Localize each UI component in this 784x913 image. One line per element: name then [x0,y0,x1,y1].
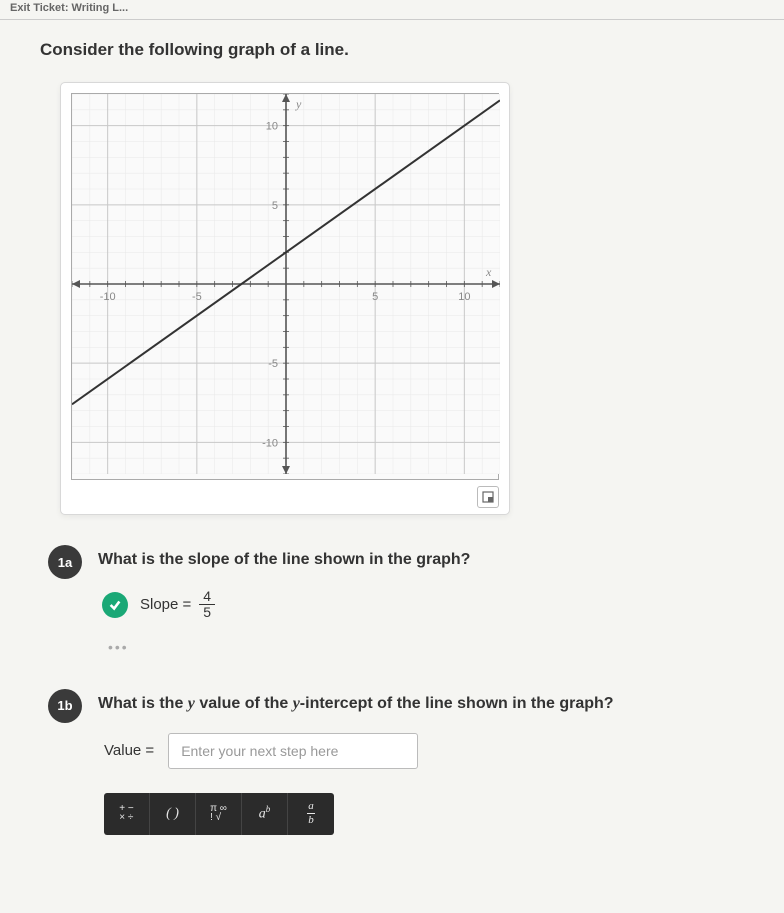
math-toolbar: + − × ÷ ( ) π ∞ ! √ ab a [104,793,334,835]
answer-1a: Slope = 4 5 [102,589,754,621]
question-1a: 1a What is the slope of the line shown i… [48,545,754,655]
svg-text:5: 5 [272,200,278,212]
question-1b: 1b What is the y value of the y-intercep… [48,689,754,835]
graph-card: -10 -5 5 10 -10 -5 5 10 x y [60,82,510,515]
tool-parentheses[interactable]: ( ) [150,793,196,835]
slope-numerator: 4 [199,589,215,605]
more-dots-icon[interactable]: ••• [108,639,754,655]
slope-label: Slope = [140,596,191,613]
tool-fraction[interactable]: a b [288,793,334,835]
tool-operators[interactable]: + − × ÷ [104,793,150,835]
badge-1a: 1a [48,545,82,579]
question-1a-text: What is the slope of the line shown in t… [98,551,754,569]
slope-denominator: 5 [199,605,215,620]
svg-text:-5: -5 [192,291,202,303]
top-bar: Exit Ticket: Writing L... [0,0,784,20]
slope-answer: Slope = 4 5 [140,589,215,621]
svg-text:-10: -10 [262,437,278,449]
svg-text:10: 10 [458,291,470,303]
svg-text:y: y [295,97,302,111]
svg-text:5: 5 [372,291,378,303]
tool-exponent[interactable]: ab [242,793,288,835]
value-input-row: Value = [104,733,754,769]
graph-plot[interactable]: -10 -5 5 10 -10 -5 5 10 x y [71,93,499,480]
tool-constants[interactable]: π ∞ ! √ [196,793,242,835]
question-prompt: Consider the following graph of a line. [40,40,754,60]
svg-text:-5: -5 [268,358,278,370]
value-label: Value = [104,742,154,759]
graph-svg: -10 -5 5 10 -10 -5 5 10 x y [72,94,500,474]
svg-text:10: 10 [266,121,278,133]
value-input[interactable] [168,733,418,769]
slope-fraction: 4 5 [199,589,215,621]
expand-icon [482,491,494,503]
correct-check-icon [102,592,128,618]
badge-1b: 1b [48,689,82,723]
expand-graph-button[interactable] [477,486,499,508]
content-area: Consider the following graph of a line. … [0,20,784,899]
question-1b-text: What is the y value of the y-intercept o… [98,695,754,713]
svg-text:x: x [485,265,492,279]
svg-text:-10: -10 [100,291,116,303]
